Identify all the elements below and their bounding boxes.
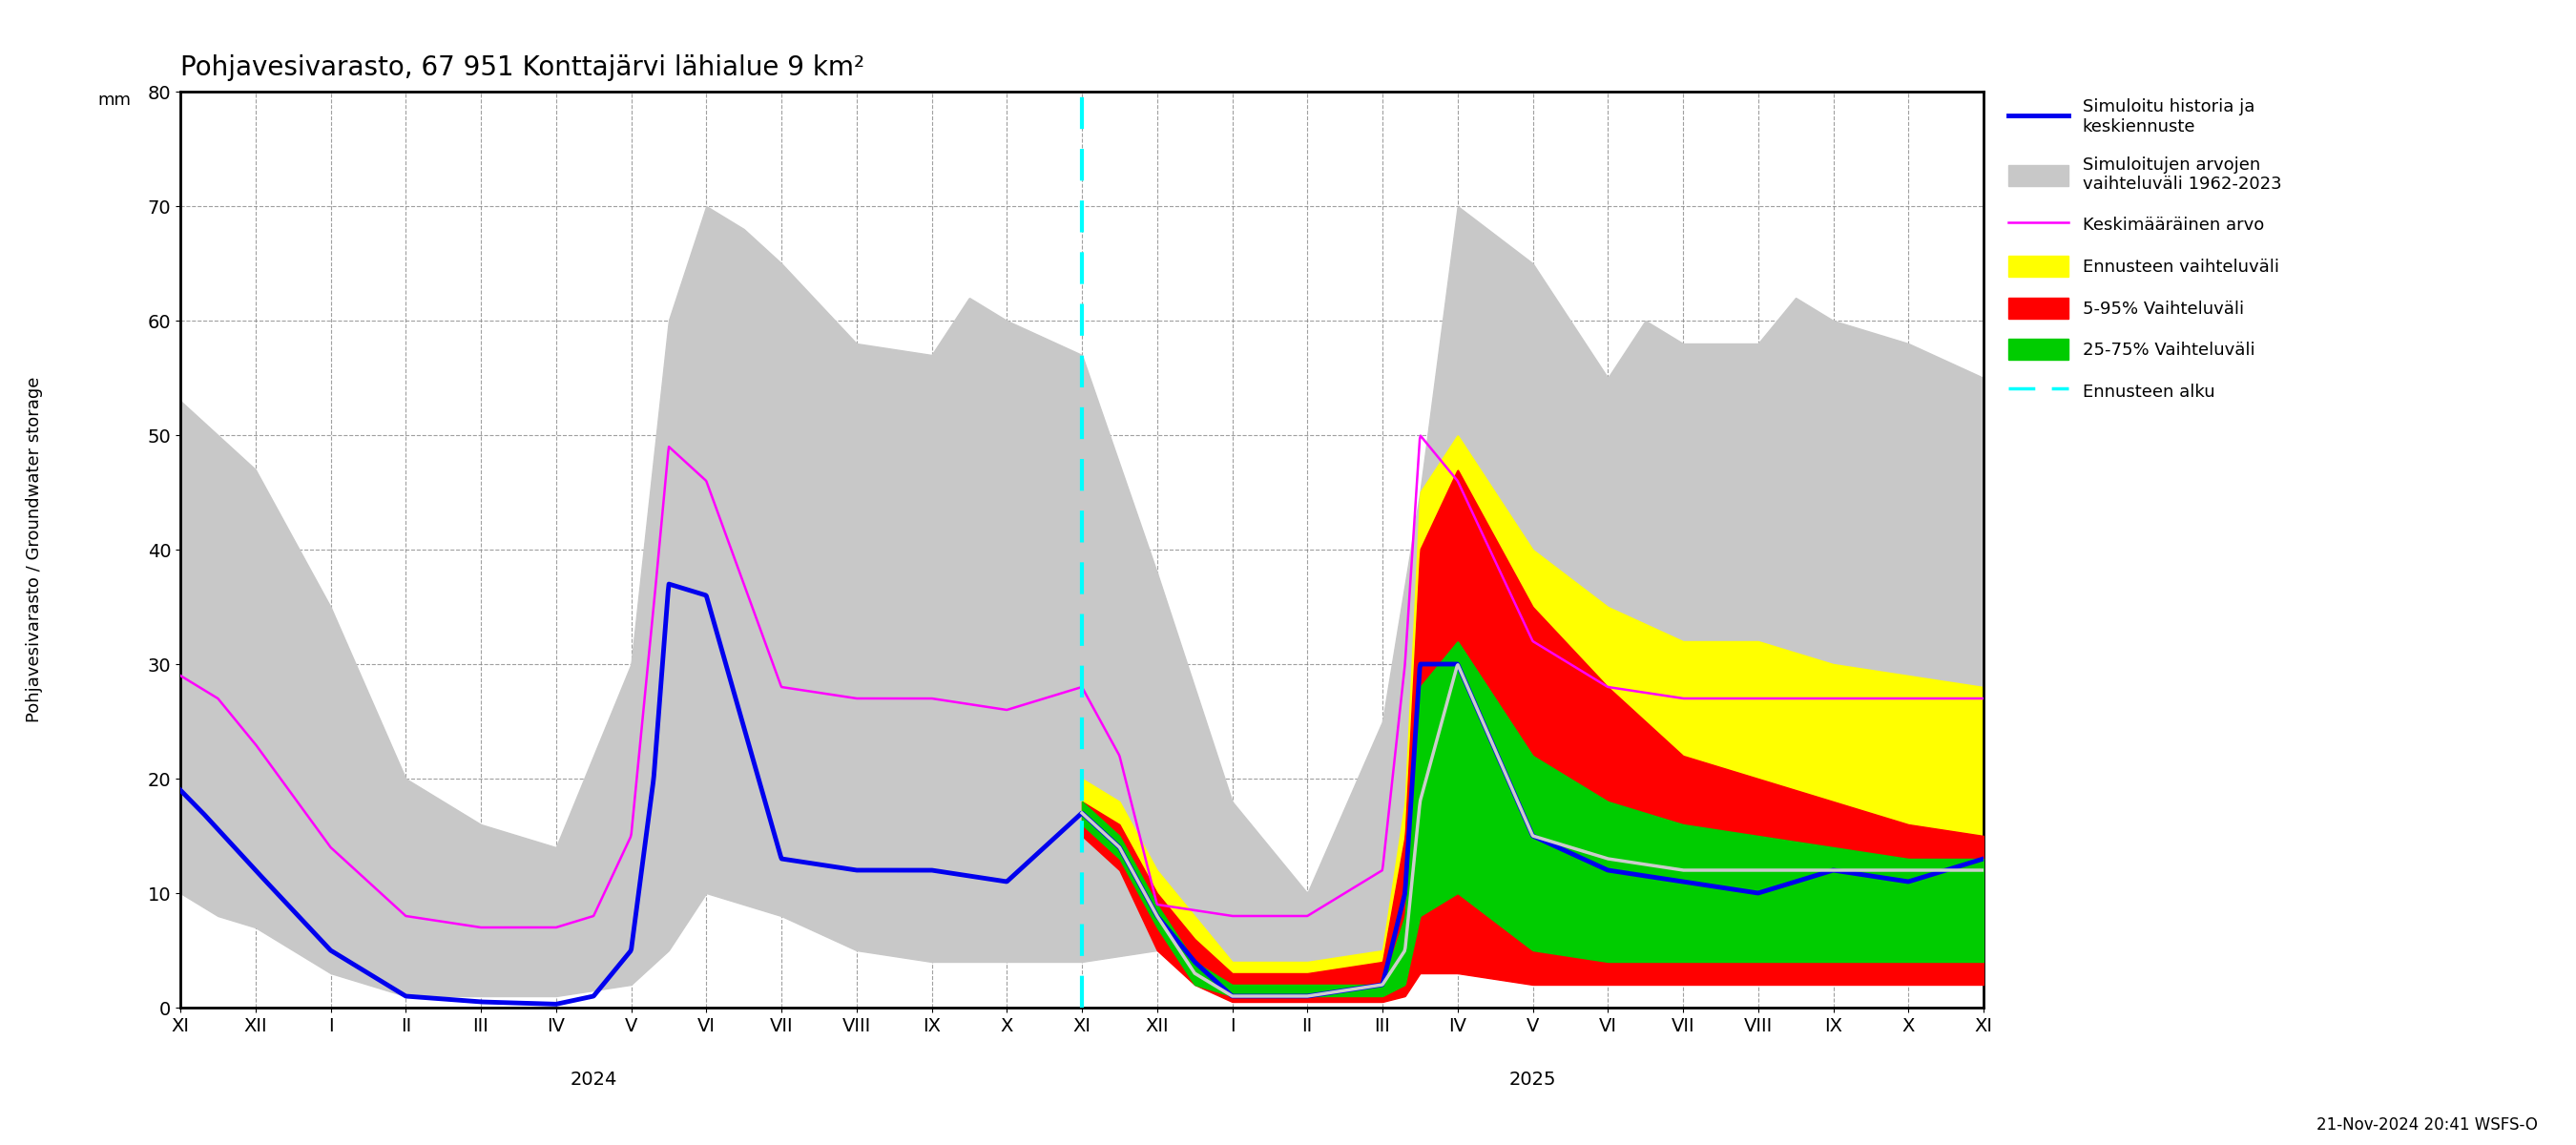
- Text: mm: mm: [98, 92, 131, 109]
- Text: 21-Nov-2024 20:41 WSFS-O: 21-Nov-2024 20:41 WSFS-O: [2316, 1116, 2537, 1134]
- Text: 2024: 2024: [569, 1071, 618, 1089]
- Text: 2025: 2025: [1510, 1071, 1556, 1089]
- Text: Pohjavesivarasto / Groundwater storage: Pohjavesivarasto / Groundwater storage: [26, 377, 44, 722]
- Legend: Simuloitu historia ja
keskiennuste, Simuloitujen arvojen
vaihteluväli 1962-2023,: Simuloitu historia ja keskiennuste, Simu…: [2002, 92, 2287, 409]
- Text: Pohjavesivarasto, 67 951 Konttajärvi lähialue 9 km²: Pohjavesivarasto, 67 951 Konttajärvi läh…: [180, 55, 866, 81]
